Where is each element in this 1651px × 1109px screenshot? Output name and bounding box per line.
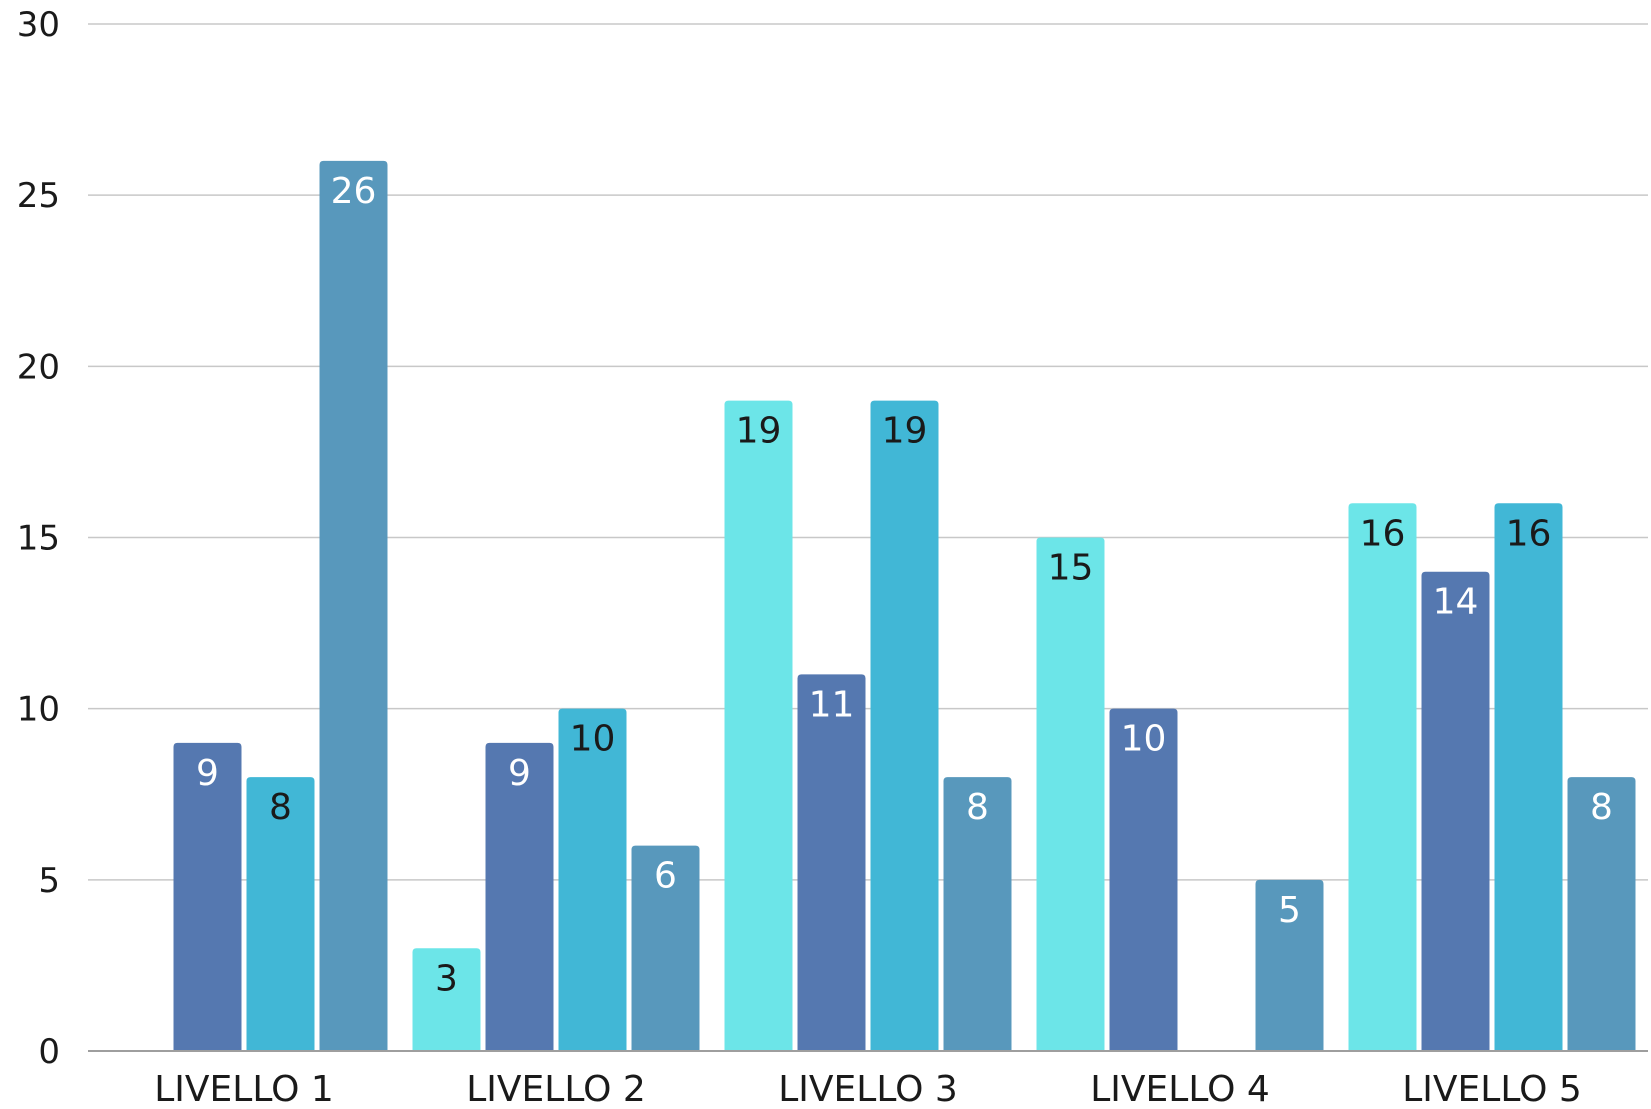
bar-value-label: 14: [1433, 582, 1479, 623]
bar-value-label: 6: [654, 856, 677, 897]
bar-value-label: 8: [269, 787, 292, 828]
bar-value-label: 10: [570, 719, 616, 760]
bar: [1109, 708, 1178, 1051]
bar: [870, 400, 939, 1052]
bar-value-label: 10: [1121, 719, 1167, 760]
bar: [724, 400, 793, 1052]
x-category-label: LIVELLO 1: [154, 1069, 334, 1109]
y-tick-label: 15: [17, 519, 60, 559]
y-tick-label: 10: [17, 690, 60, 730]
x-category-label: LIVELLO 5: [1402, 1069, 1582, 1109]
bar: [1567, 777, 1636, 1051]
y-tick-label: 30: [17, 5, 60, 45]
bar-value-label: 26: [331, 171, 377, 212]
bars: 9 8 26 3 9 10 6 19 11 19 8 15 10 5 16 14 16 8: [173, 160, 1636, 1052]
bar-value-label: 9: [508, 753, 531, 794]
x-category-label: LIVELLO 4: [1090, 1069, 1270, 1109]
bar: [412, 948, 481, 1051]
bar-value-label: 16: [1506, 513, 1552, 554]
bar-value-label: 11: [809, 684, 855, 725]
bar-value-label: 19: [736, 411, 782, 452]
bar: [1421, 571, 1490, 1051]
bar: [173, 742, 242, 1051]
bar: [1348, 503, 1417, 1051]
bar: [246, 777, 315, 1051]
bar: [485, 742, 554, 1051]
bar-value-label: 16: [1360, 513, 1406, 554]
bar-value-label: 5: [1278, 890, 1301, 931]
bar-value-label: 9: [196, 753, 219, 794]
bar-value-label: 19: [882, 411, 928, 452]
bar: [319, 160, 388, 1051]
y-tick-label: 5: [38, 861, 60, 901]
x-axis-category-labels: LIVELLO 1 LIVELLO 2 LIVELLO 3 LIVELLO 4 LIVE…: [154, 1069, 1582, 1109]
bar: [631, 845, 700, 1051]
bar-value-label: 8: [1590, 787, 1613, 828]
y-tick-label: 0: [38, 1032, 60, 1072]
bar-value-label: 3: [435, 958, 458, 999]
bar: [558, 708, 627, 1051]
x-category-label: LIVELLO 3: [778, 1069, 958, 1109]
x-category-label: LIVELLO 2: [466, 1069, 646, 1109]
bar: [797, 674, 866, 1051]
bar: [1036, 537, 1105, 1051]
y-tick-label: 20: [17, 347, 60, 387]
bar: [1494, 503, 1563, 1051]
y-tick-label: 25: [17, 176, 60, 216]
bar: [943, 777, 1012, 1051]
bar-value-label: 8: [966, 787, 989, 828]
bar-value-label: 15: [1048, 548, 1094, 589]
y-axis-tick-labels: 0 5 10 15 20 25 30: [17, 5, 60, 1072]
bar: [1255, 879, 1324, 1051]
